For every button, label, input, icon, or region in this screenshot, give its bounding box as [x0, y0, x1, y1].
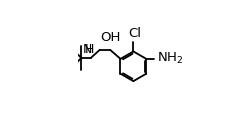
Text: NH$_2$: NH$_2$ — [157, 50, 183, 66]
Text: N: N — [83, 43, 92, 56]
Text: Cl: Cl — [128, 27, 141, 40]
Text: H: H — [85, 43, 95, 56]
Text: OH: OH — [100, 31, 121, 44]
